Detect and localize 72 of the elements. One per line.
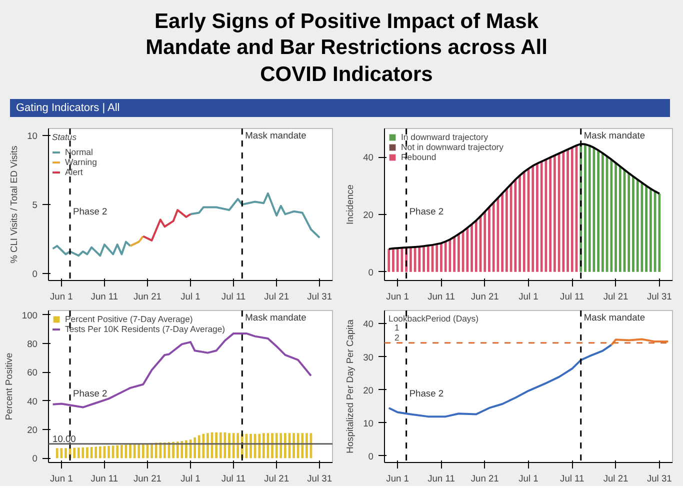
x-tick-label: Jul 1 [180, 292, 200, 302]
ref-line-label: Phase 2 [73, 206, 108, 216]
x-tick-label: Jun 1 [386, 292, 410, 302]
legend-title: Status [52, 132, 78, 142]
legend-label: Rebound [401, 152, 436, 162]
x-tick-label: Jul 21 [264, 292, 290, 302]
y-axis-title: Hospitalized Per Day Per Capita [345, 318, 356, 454]
y-tick-label: 40 [363, 152, 374, 163]
x-tick-label: Jun 11 [90, 474, 118, 484]
y-tick-label: 60 [27, 368, 38, 378]
chart-title: Early Signs of Positive Impact of Mask Mandate and Bar Restrictions across All COVID Indicators [145, 9, 548, 88]
y-tick-label: 20 [363, 385, 374, 396]
x-tick-label: Jun 11 [90, 292, 118, 302]
x-tick-label: Jul 1 [518, 474, 538, 484]
x-tick-label: Jul 31 [307, 292, 332, 302]
x-tick-label: Jun 21 [470, 292, 499, 302]
annotation: 1 [394, 322, 400, 332]
y-tick-label: 20 [363, 210, 374, 220]
legend-label: Not in downward trajectory [401, 142, 504, 152]
x-tick-label: Jul 21 [603, 474, 628, 484]
x-tick-label: Jul 11 [560, 474, 584, 484]
x-tick-label: Jul 31 [646, 474, 672, 484]
x-tick-label: Jun 21 [470, 474, 499, 484]
x-tick-label: Jul 11 [221, 292, 246, 302]
ref-line-label: Mask mandate [584, 312, 646, 322]
legend-label: In downward trajectory [401, 132, 488, 142]
ref-line-label: Phase 2 [409, 388, 444, 398]
y-axis-title: % CLI Visits / Total ED Visits [9, 145, 20, 264]
ref-line-label: 10.00 [52, 434, 76, 444]
legend-label: Percent Positive (7-Day Average) [65, 314, 193, 324]
y-tick-label: 0 [368, 267, 374, 278]
y-axis-title: Incidence [345, 184, 356, 224]
ref-line-label: Mask mandate [245, 130, 306, 140]
y-tick-label: 10 [27, 130, 38, 141]
y-tick-label: 30 [363, 352, 374, 362]
x-tick-label: Jul 21 [264, 474, 290, 484]
legend-label: Normal [65, 147, 93, 157]
x-tick-label: Jul 31 [307, 474, 332, 484]
x-tick-label: Jun 1 [386, 474, 410, 484]
x-tick-label: Jul 1 [518, 292, 538, 302]
legend-title: LookbackPeriod (Days) [388, 314, 479, 324]
legend-label: Alert [65, 167, 84, 177]
legend-label: Tests Per 10K Residents (7-Day Average) [65, 324, 226, 334]
x-tick-label: Jun 1 [50, 292, 73, 302]
x-tick-label: Jul 11 [560, 292, 584, 302]
y-tick-label: 0 [368, 451, 374, 462]
y-tick-label: 0 [32, 454, 38, 464]
y-tick-label: 10 [363, 418, 374, 428]
x-tick-label: Jun 1 [50, 474, 73, 484]
x-tick-label: Jun 21 [133, 292, 162, 302]
annotation: 2 [394, 332, 400, 342]
x-tick-label: Jun 21 [133, 474, 162, 484]
x-tick-label: Jul 11 [221, 474, 246, 484]
chart-subtitle: Gating Indicators | All [16, 101, 120, 116]
y-axis-title: Percent Positive [4, 352, 14, 420]
x-tick-label: Jul 31 [646, 292, 672, 302]
y-tick-label: 40 [27, 396, 38, 406]
y-tick-label: 100 [22, 310, 38, 320]
x-tick-label: Jun 11 [428, 474, 455, 484]
legend-label: Warning [65, 157, 97, 167]
ref-line-label: Mask mandate [245, 312, 306, 322]
ref-line-label: Phase 2 [409, 206, 444, 216]
ref-line-label: Mask mandate [584, 130, 646, 140]
y-tick-label: 5 [32, 200, 38, 210]
ref-line-label: Phase 2 [73, 388, 108, 398]
x-tick-label: Jul 21 [603, 292, 628, 302]
x-tick-label: Jul 1 [180, 474, 200, 484]
y-tick-label: 80 [27, 338, 38, 349]
y-tick-label: 40 [363, 319, 374, 330]
y-tick-label: 0 [32, 269, 38, 280]
x-tick-label: Jun 11 [428, 292, 455, 302]
y-tick-label: 20 [27, 425, 38, 436]
